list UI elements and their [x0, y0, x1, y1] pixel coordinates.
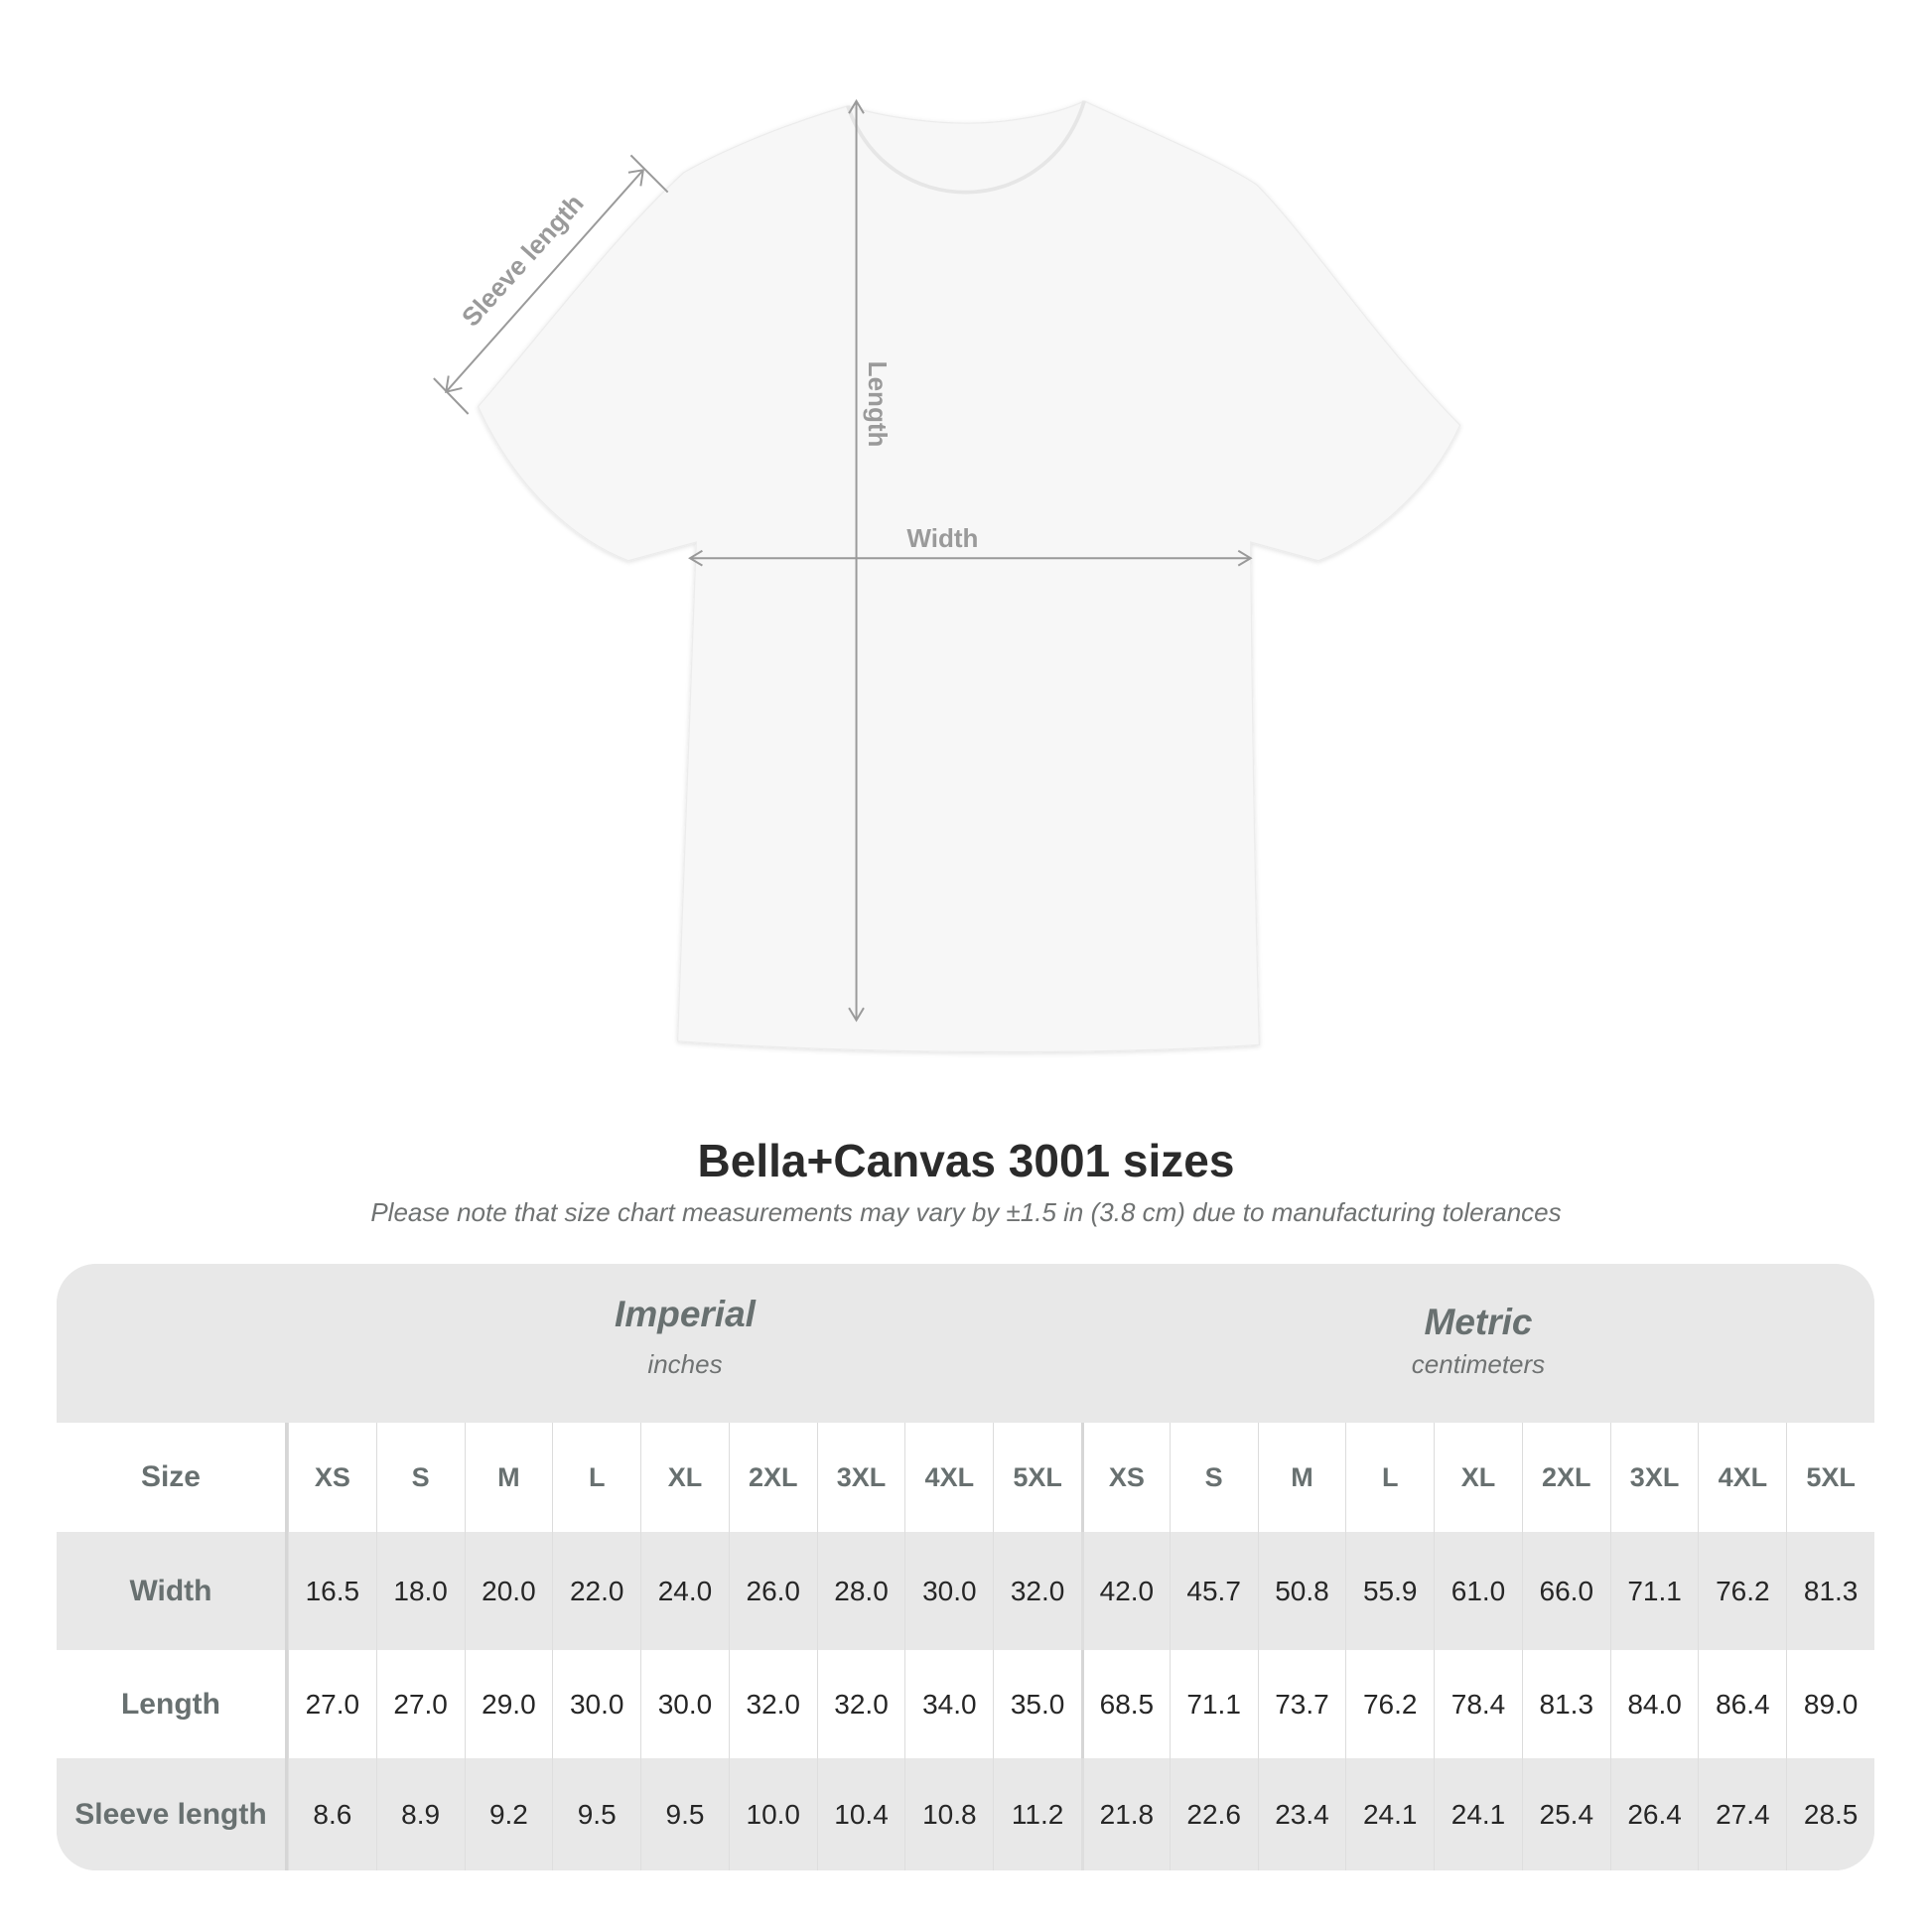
length-label: Length — [863, 361, 893, 448]
imperial-size-3xl: 3XL — [816, 1423, 905, 1532]
size-header-row: Size XS S M L XL 2XL 3XL 4XL 5XL XS S M L XL 2XL 3XL 4XL… — [57, 1423, 1874, 1532]
imperial-value-cell: 26.0 — [728, 1532, 817, 1650]
metric-value-cell: 81.3 — [1521, 1650, 1610, 1758]
metric-size-xs: XS — [1080, 1423, 1170, 1532]
table-row: Sleeve length 8.6 8.9 9.2 9.5 9.5 10.0 10.4 10.8… — [57, 1758, 1874, 1870]
imperial-value-cell: 20.0 — [464, 1532, 553, 1650]
metric-value-cell: 71.1 — [1169, 1650, 1258, 1758]
imperial-value-cell: 34.0 — [904, 1650, 993, 1758]
metric-value-cell: 22.6 — [1169, 1758, 1258, 1870]
imperial-value-cell: 30.0 — [904, 1532, 993, 1650]
imperial-title: Imperial — [615, 1294, 756, 1334]
imperial-size-s: S — [375, 1423, 465, 1532]
metric-unit: centimeters — [1411, 1349, 1546, 1379]
size-label: Size — [57, 1423, 288, 1532]
metric-header: Metric centimeters — [1082, 1302, 1874, 1380]
imperial-value-cell: 32.0 — [728, 1650, 817, 1758]
imperial-value-cell: 22.0 — [552, 1532, 640, 1650]
metric-size-4xl: 4XL — [1698, 1423, 1786, 1532]
metric-value-cell: 25.4 — [1521, 1758, 1610, 1870]
imperial-size-4xl: 4XL — [904, 1423, 993, 1532]
imperial-value-cell: 18.0 — [375, 1532, 465, 1650]
measure-lines — [433, 98, 1253, 1023]
imperial-value-cell: 24.0 — [640, 1532, 729, 1650]
table-row: Length 27.0 27.0 29.0 30.0 30.0 32.0 32.0 34.0 35… — [57, 1650, 1874, 1758]
metric-size-m: M — [1257, 1423, 1346, 1532]
imperial-size-m: M — [464, 1423, 553, 1532]
row-label: Width — [57, 1532, 288, 1650]
size-table: Imperial inches Metric centimeters Size … — [57, 1264, 1874, 1870]
metric-value-cell: 76.2 — [1698, 1532, 1786, 1650]
imperial-value-cell: 10.0 — [728, 1758, 817, 1870]
imperial-value-cell: 32.0 — [816, 1650, 905, 1758]
metric-value-cell: 61.0 — [1434, 1532, 1522, 1650]
imperial-value-cell: 16.5 — [287, 1532, 376, 1650]
imperial-value-cell: 9.5 — [552, 1758, 640, 1870]
imperial-value-cell: 11.2 — [993, 1758, 1081, 1870]
imperial-size-xl: XL — [640, 1423, 729, 1532]
metric-value-cell: 27.4 — [1698, 1758, 1786, 1870]
metric-value-cell: 21.8 — [1080, 1758, 1170, 1870]
metric-value-cell: 55.9 — [1345, 1532, 1434, 1650]
imperial-value-cell: 9.5 — [640, 1758, 729, 1870]
metric-value-cell: 71.1 — [1609, 1532, 1699, 1650]
imperial-value-cell: 27.0 — [287, 1650, 376, 1758]
imperial-value-cell: 8.6 — [287, 1758, 376, 1870]
metric-size-5xl: 5XL — [1786, 1423, 1874, 1532]
metric-size-l: L — [1345, 1423, 1434, 1532]
row-label: Sleeve length — [57, 1758, 288, 1870]
imperial-value-cell: 30.0 — [640, 1650, 729, 1758]
metric-value-cell: 26.4 — [1609, 1758, 1699, 1870]
metric-size-s: S — [1169, 1423, 1258, 1532]
metric-value-cell: 24.1 — [1345, 1758, 1434, 1870]
metric-value-cell: 84.0 — [1609, 1650, 1699, 1758]
imperial-size-5xl: 5XL — [993, 1423, 1081, 1532]
metric-value-cell: 45.7 — [1169, 1532, 1258, 1650]
metric-size-2xl: 2XL — [1521, 1423, 1610, 1532]
tshirt-image — [477, 100, 1461, 1053]
metric-value-cell: 66.0 — [1521, 1532, 1610, 1650]
metric-value-cell: 89.0 — [1786, 1650, 1874, 1758]
row-label: Length — [57, 1650, 288, 1758]
metric-size-3xl: 3XL — [1609, 1423, 1699, 1532]
imperial-value-cell: 9.2 — [464, 1758, 553, 1870]
imperial-value-cell: 10.4 — [816, 1758, 905, 1870]
metric-value-cell: 81.3 — [1786, 1532, 1874, 1650]
metric-value-cell: 23.4 — [1257, 1758, 1346, 1870]
width-label: Width — [906, 523, 978, 553]
metric-value-cell: 24.1 — [1434, 1758, 1522, 1870]
imperial-value-cell: 30.0 — [552, 1650, 640, 1758]
metric-size-xl: XL — [1434, 1423, 1522, 1532]
metric-value-cell: 76.2 — [1345, 1650, 1434, 1758]
imperial-unit: inches — [647, 1349, 723, 1379]
imperial-value-cell: 28.0 — [816, 1532, 905, 1650]
metric-value-cell: 42.0 — [1080, 1532, 1170, 1650]
imperial-header: Imperial inches — [288, 1294, 1082, 1380]
imperial-value-cell: 35.0 — [993, 1650, 1081, 1758]
imperial-value-cell: 29.0 — [464, 1650, 553, 1758]
metric-title: Metric — [1424, 1302, 1533, 1342]
metric-value-cell: 50.8 — [1257, 1532, 1346, 1650]
metric-value-cell: 78.4 — [1434, 1650, 1522, 1758]
metric-value-cell: 73.7 — [1257, 1650, 1346, 1758]
unit-header-band: Imperial inches Metric centimeters — [57, 1264, 1874, 1423]
imperial-size-xs: XS — [287, 1423, 376, 1532]
metric-value-cell: 86.4 — [1698, 1650, 1786, 1758]
imperial-size-2xl: 2XL — [728, 1423, 817, 1532]
imperial-value-cell: 32.0 — [993, 1532, 1081, 1650]
metric-value-cell: 28.5 — [1786, 1758, 1874, 1870]
imperial-size-l: L — [552, 1423, 640, 1532]
tolerance-note: Please note that size chart measurements… — [370, 1197, 1562, 1227]
imperial-value-cell: 10.8 — [904, 1758, 993, 1870]
metric-value-cell: 68.5 — [1080, 1650, 1170, 1758]
table-row: Width 16.5 18.0 20.0 22.0 24.0 26.0 28.0 30.0 32.… — [57, 1532, 1874, 1650]
imperial-value-cell: 27.0 — [375, 1650, 465, 1758]
page-title: Bella+Canvas 3001 sizes — [697, 1135, 1235, 1186]
imperial-value-cell: 8.9 — [375, 1758, 465, 1870]
